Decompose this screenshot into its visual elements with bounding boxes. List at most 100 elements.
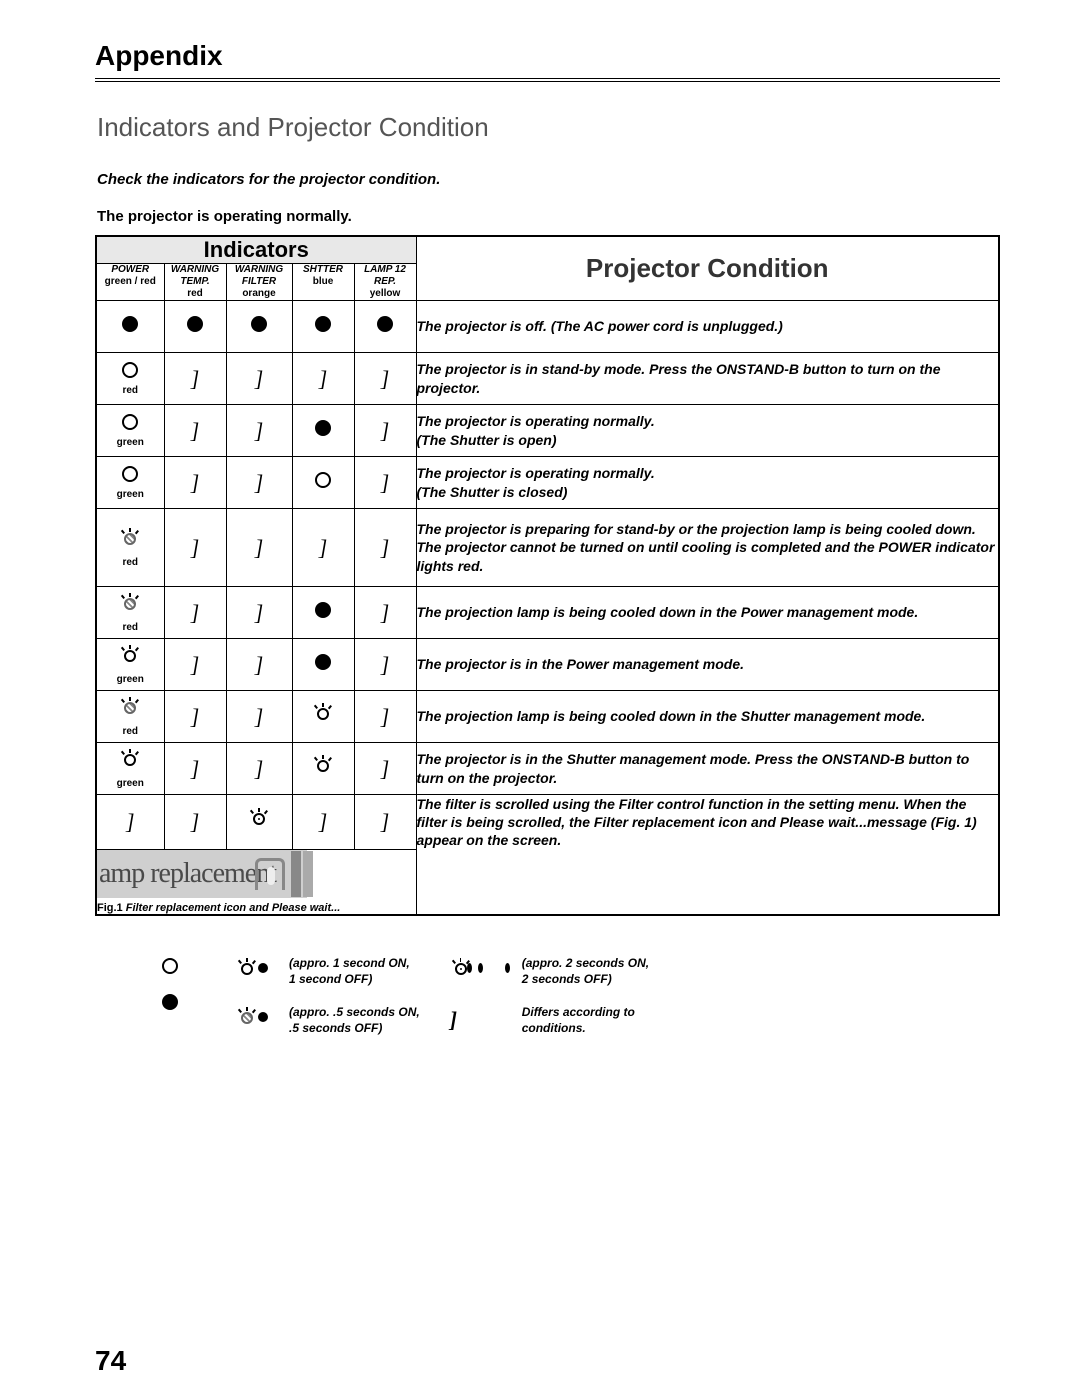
column-header: POWERgreen / red xyxy=(96,264,164,301)
fig-caption: Fig.1 Filter replacement icon and Please… xyxy=(97,902,416,914)
off-icon: ] xyxy=(191,809,200,834)
blink-icon xyxy=(450,958,461,980)
condition-cell: The filter is scrolled using the Filter … xyxy=(416,795,999,850)
legend-text: (appro. 1 second ON, 1 second OFF) xyxy=(289,956,410,987)
off-icon: ] xyxy=(381,418,390,443)
off-icon: ] xyxy=(191,470,200,495)
legend-item xyxy=(155,956,197,974)
indicator-cell: ] xyxy=(292,353,354,405)
indicator-cell xyxy=(292,691,354,743)
off-icon: ] xyxy=(191,418,200,443)
off-icon: ] xyxy=(381,704,390,729)
dim-icon xyxy=(122,362,138,378)
blink-icon xyxy=(236,958,258,980)
indicator-cell: ] xyxy=(164,639,226,691)
indicator-cell: ] xyxy=(354,691,416,743)
condition-cell: The projector is off. (The AC power cord… xyxy=(416,301,999,353)
indicator-cell: ] xyxy=(292,509,354,587)
indicator-cell: red xyxy=(96,691,164,743)
off-icon: ] xyxy=(191,535,200,560)
blink-icon xyxy=(119,697,141,719)
fig-caption-text: Filter replacement icon and Please wait.… xyxy=(123,902,341,914)
indicator-cell: ] xyxy=(164,353,226,405)
off-icon: ] xyxy=(255,470,264,495)
condition-filter xyxy=(416,850,999,916)
indicator-cell: ] xyxy=(226,691,292,743)
legend-item: ]Differs according to conditions. xyxy=(450,1005,692,1036)
section-subtitle: Indicators and Projector Condition xyxy=(97,112,1000,143)
off-icon: ] xyxy=(191,366,200,391)
blink-icon xyxy=(119,749,141,771)
indicator-cell: ] xyxy=(226,509,292,587)
off-icon: ] xyxy=(255,652,264,677)
off-icon: ] xyxy=(255,366,264,391)
indicator-cell: ] xyxy=(226,587,292,639)
off-icon: ] xyxy=(255,418,264,443)
indicator-cell: ] xyxy=(226,457,292,509)
column-header: WARNING FILTERorange xyxy=(226,264,292,301)
off-icon: ] xyxy=(126,809,135,834)
indicator-cell xyxy=(226,301,292,353)
indicator-cell: green xyxy=(96,405,164,457)
indicator-cell: ] xyxy=(226,405,292,457)
indicator-cell xyxy=(292,301,354,353)
off-icon: ] xyxy=(381,652,390,677)
indicator-table: Indicators Projector Condition POWERgree… xyxy=(95,235,1000,916)
indicator-cell xyxy=(292,587,354,639)
off-icon: ] xyxy=(381,470,390,495)
indicator-cell: ] xyxy=(354,457,416,509)
indicator-cell: green xyxy=(96,457,164,509)
dim-icon xyxy=(315,472,331,488)
indicator-cell: ] xyxy=(164,743,226,795)
indicator-cell: red xyxy=(96,353,164,405)
page-number: 74 xyxy=(95,1345,126,1377)
on-icon xyxy=(187,316,203,332)
off-icon: ] xyxy=(381,600,390,625)
fig-cell: amp replacement Fig.1 Filter replacement… xyxy=(96,850,416,916)
indicator-cell: green xyxy=(96,743,164,795)
instruction-text: Check the indicators for the projector c… xyxy=(97,171,1000,188)
indicator-cell: ] xyxy=(164,405,226,457)
indicator-cell: ] xyxy=(354,405,416,457)
on-icon xyxy=(315,420,331,436)
indicator-cell xyxy=(292,405,354,457)
indicator-cell: ] xyxy=(354,743,416,795)
off-icon: ] xyxy=(381,366,390,391)
indicator-cell xyxy=(292,639,354,691)
indicator-cell: ] xyxy=(354,353,416,405)
indicator-cell: ] xyxy=(354,795,416,850)
lamp-icon xyxy=(255,858,285,890)
condition-cell: The projector is in stand-by mode. Press… xyxy=(416,353,999,405)
column-header: LAMP 12 REP.yellow xyxy=(354,264,416,301)
condition-cell: The projector is operating normally. (Th… xyxy=(416,457,999,509)
indicator-cell: ] xyxy=(164,457,226,509)
indicator-cell: ] xyxy=(226,353,292,405)
on-icon xyxy=(122,316,138,332)
off-icon: ] xyxy=(381,535,390,560)
blink-icon xyxy=(119,645,141,667)
off-icon: ] xyxy=(381,809,390,834)
indicators-header: Indicators xyxy=(96,236,416,264)
off-icon: ] xyxy=(319,366,328,391)
indicator-cell: red xyxy=(96,509,164,587)
legend-text: (appro. .5 seconds ON, .5 seconds OFF) xyxy=(289,1005,420,1036)
blink-icon xyxy=(312,755,334,777)
blink-icon xyxy=(312,703,334,725)
on-icon xyxy=(377,316,393,332)
indicator-cell: ] xyxy=(292,795,354,850)
indicator-cell: ] xyxy=(96,795,164,850)
on-icon xyxy=(162,994,178,1010)
on-icon xyxy=(315,316,331,332)
fig-box-text: amp replacement xyxy=(99,858,276,890)
off-icon: ] xyxy=(255,600,264,625)
indicator-cell: ] xyxy=(164,691,226,743)
off-icon: ] xyxy=(191,600,200,625)
legend: (appro. 1 second ON, 1 second OFF) (appro… xyxy=(95,956,1000,1036)
legend-item: (appro. 2 seconds ON, 2 seconds OFF) xyxy=(450,956,692,987)
off-icon: ] xyxy=(381,756,390,781)
off-icon: ] xyxy=(319,535,328,560)
indicator-cell: green xyxy=(96,639,164,691)
indicator-cell: red xyxy=(96,587,164,639)
off-icon: ] xyxy=(191,704,200,729)
off-icon: ] xyxy=(319,809,328,834)
